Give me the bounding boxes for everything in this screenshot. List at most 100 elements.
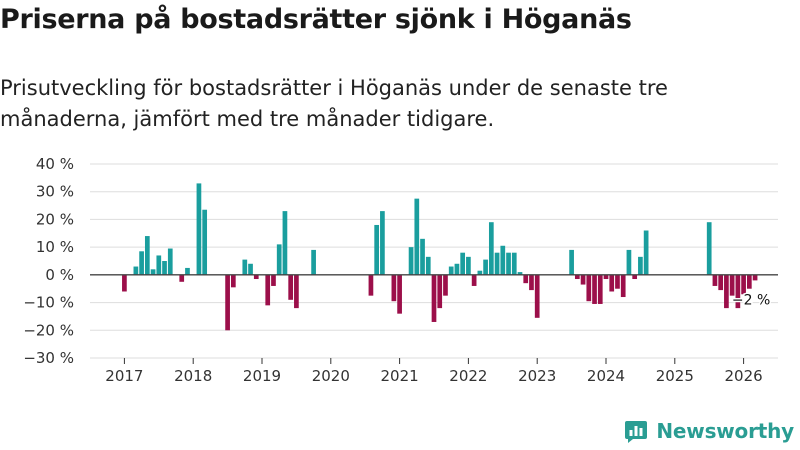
bar	[454, 263, 460, 275]
x-tick-label: 2022	[449, 367, 487, 385]
bar	[500, 245, 506, 275]
bar	[248, 263, 253, 275]
bar	[724, 274, 729, 309]
y-tick-label: 20 %	[36, 210, 74, 228]
bar-series	[122, 183, 758, 331]
bar	[196, 183, 202, 275]
x-tick-label: 2024	[587, 367, 625, 385]
bar	[517, 272, 523, 275]
bar	[448, 266, 454, 275]
bar	[253, 274, 259, 280]
chart-title: Priserna på bostadsrätter sjönk i Höganä…	[0, 4, 632, 35]
y-tick-label: −20 %	[23, 321, 74, 339]
bar	[225, 274, 230, 331]
bar	[265, 274, 271, 306]
bar	[574, 274, 580, 280]
bar	[569, 249, 574, 275]
x-tick-label: 2025	[656, 367, 694, 385]
bar	[311, 249, 316, 275]
bar	[133, 266, 139, 275]
x-tick-label: 2017	[105, 367, 143, 385]
bar	[179, 274, 185, 282]
annotation-label: −2 %	[732, 292, 770, 308]
bar	[471, 274, 477, 286]
bar	[511, 252, 517, 275]
bar	[276, 244, 282, 275]
annotations: −2 %	[730, 291, 771, 310]
bar	[144, 236, 150, 275]
bar	[414, 198, 420, 275]
bar	[592, 274, 597, 304]
bar	[139, 251, 144, 275]
bar	[638, 256, 643, 275]
bar	[437, 274, 443, 309]
bar	[752, 274, 758, 281]
brand-name: Newsworthy	[656, 419, 794, 443]
bar	[643, 230, 649, 275]
bar	[603, 274, 609, 280]
x-axis: 2017 2018 2019 2020 2021 2022 2023 2024 2025 2026	[105, 358, 763, 385]
bar	[632, 274, 638, 280]
bar	[586, 274, 592, 302]
bar	[185, 267, 190, 275]
bar	[534, 274, 540, 318]
bar	[609, 274, 615, 292]
bar-chart: −30 %−20 %−10 %0 %10 %20 %30 %40 % 2017 2…	[23, 155, 778, 385]
bar	[597, 274, 603, 304]
y-tick-label: −30 %	[23, 349, 74, 367]
bar	[374, 224, 380, 275]
y-axis: −30 % −20 % −10 % 0 % 10 % 20 % 30 % 40 %	[23, 155, 74, 367]
bar	[706, 222, 712, 275]
bar	[460, 252, 466, 275]
x-tick-label: 2023	[518, 367, 556, 385]
bar	[443, 274, 448, 296]
x-tick-label: 2020	[312, 367, 350, 385]
x-tick-label: 2018	[174, 367, 212, 385]
bar	[718, 274, 724, 291]
bar	[712, 274, 718, 286]
bar	[466, 256, 471, 275]
bar	[488, 222, 494, 275]
bar	[242, 259, 248, 275]
bar	[380, 211, 385, 275]
bar	[397, 274, 402, 314]
bar	[391, 274, 397, 302]
bar	[294, 274, 299, 309]
bar	[122, 274, 127, 292]
bar	[202, 209, 208, 275]
bar	[580, 274, 586, 285]
y-tick-label: 30 %	[36, 183, 74, 201]
bar	[420, 238, 425, 275]
x-tick-label: 2019	[243, 367, 281, 385]
newsworthy-logo-icon	[625, 421, 648, 443]
bar	[282, 211, 288, 275]
bar	[288, 274, 294, 300]
bar	[425, 256, 431, 275]
bar	[523, 274, 529, 284]
bar	[741, 274, 746, 295]
y-tick-label: 10 %	[36, 238, 74, 256]
bar	[735, 274, 741, 309]
y-tick-label: −10 %	[23, 294, 74, 312]
bar	[368, 274, 374, 296]
bar	[529, 274, 534, 291]
bar	[746, 274, 752, 289]
bar	[167, 248, 173, 275]
y-tick-label: 40 %	[36, 155, 74, 173]
bar	[162, 261, 167, 275]
bar	[156, 255, 162, 275]
bar	[483, 259, 488, 275]
bar	[477, 270, 483, 275]
bar	[615, 274, 620, 289]
bar	[626, 249, 632, 275]
gridlines	[90, 163, 778, 359]
y-tick-label: 0 %	[45, 266, 74, 284]
x-tick-label: 2026	[725, 367, 763, 385]
bar	[494, 252, 500, 275]
bar	[271, 274, 276, 286]
newsworthy-brand: Newsworthy	[624, 419, 794, 443]
bar	[150, 269, 156, 275]
bar	[431, 274, 437, 322]
bar	[506, 252, 511, 275]
x-tick-label: 2021	[381, 367, 419, 385]
